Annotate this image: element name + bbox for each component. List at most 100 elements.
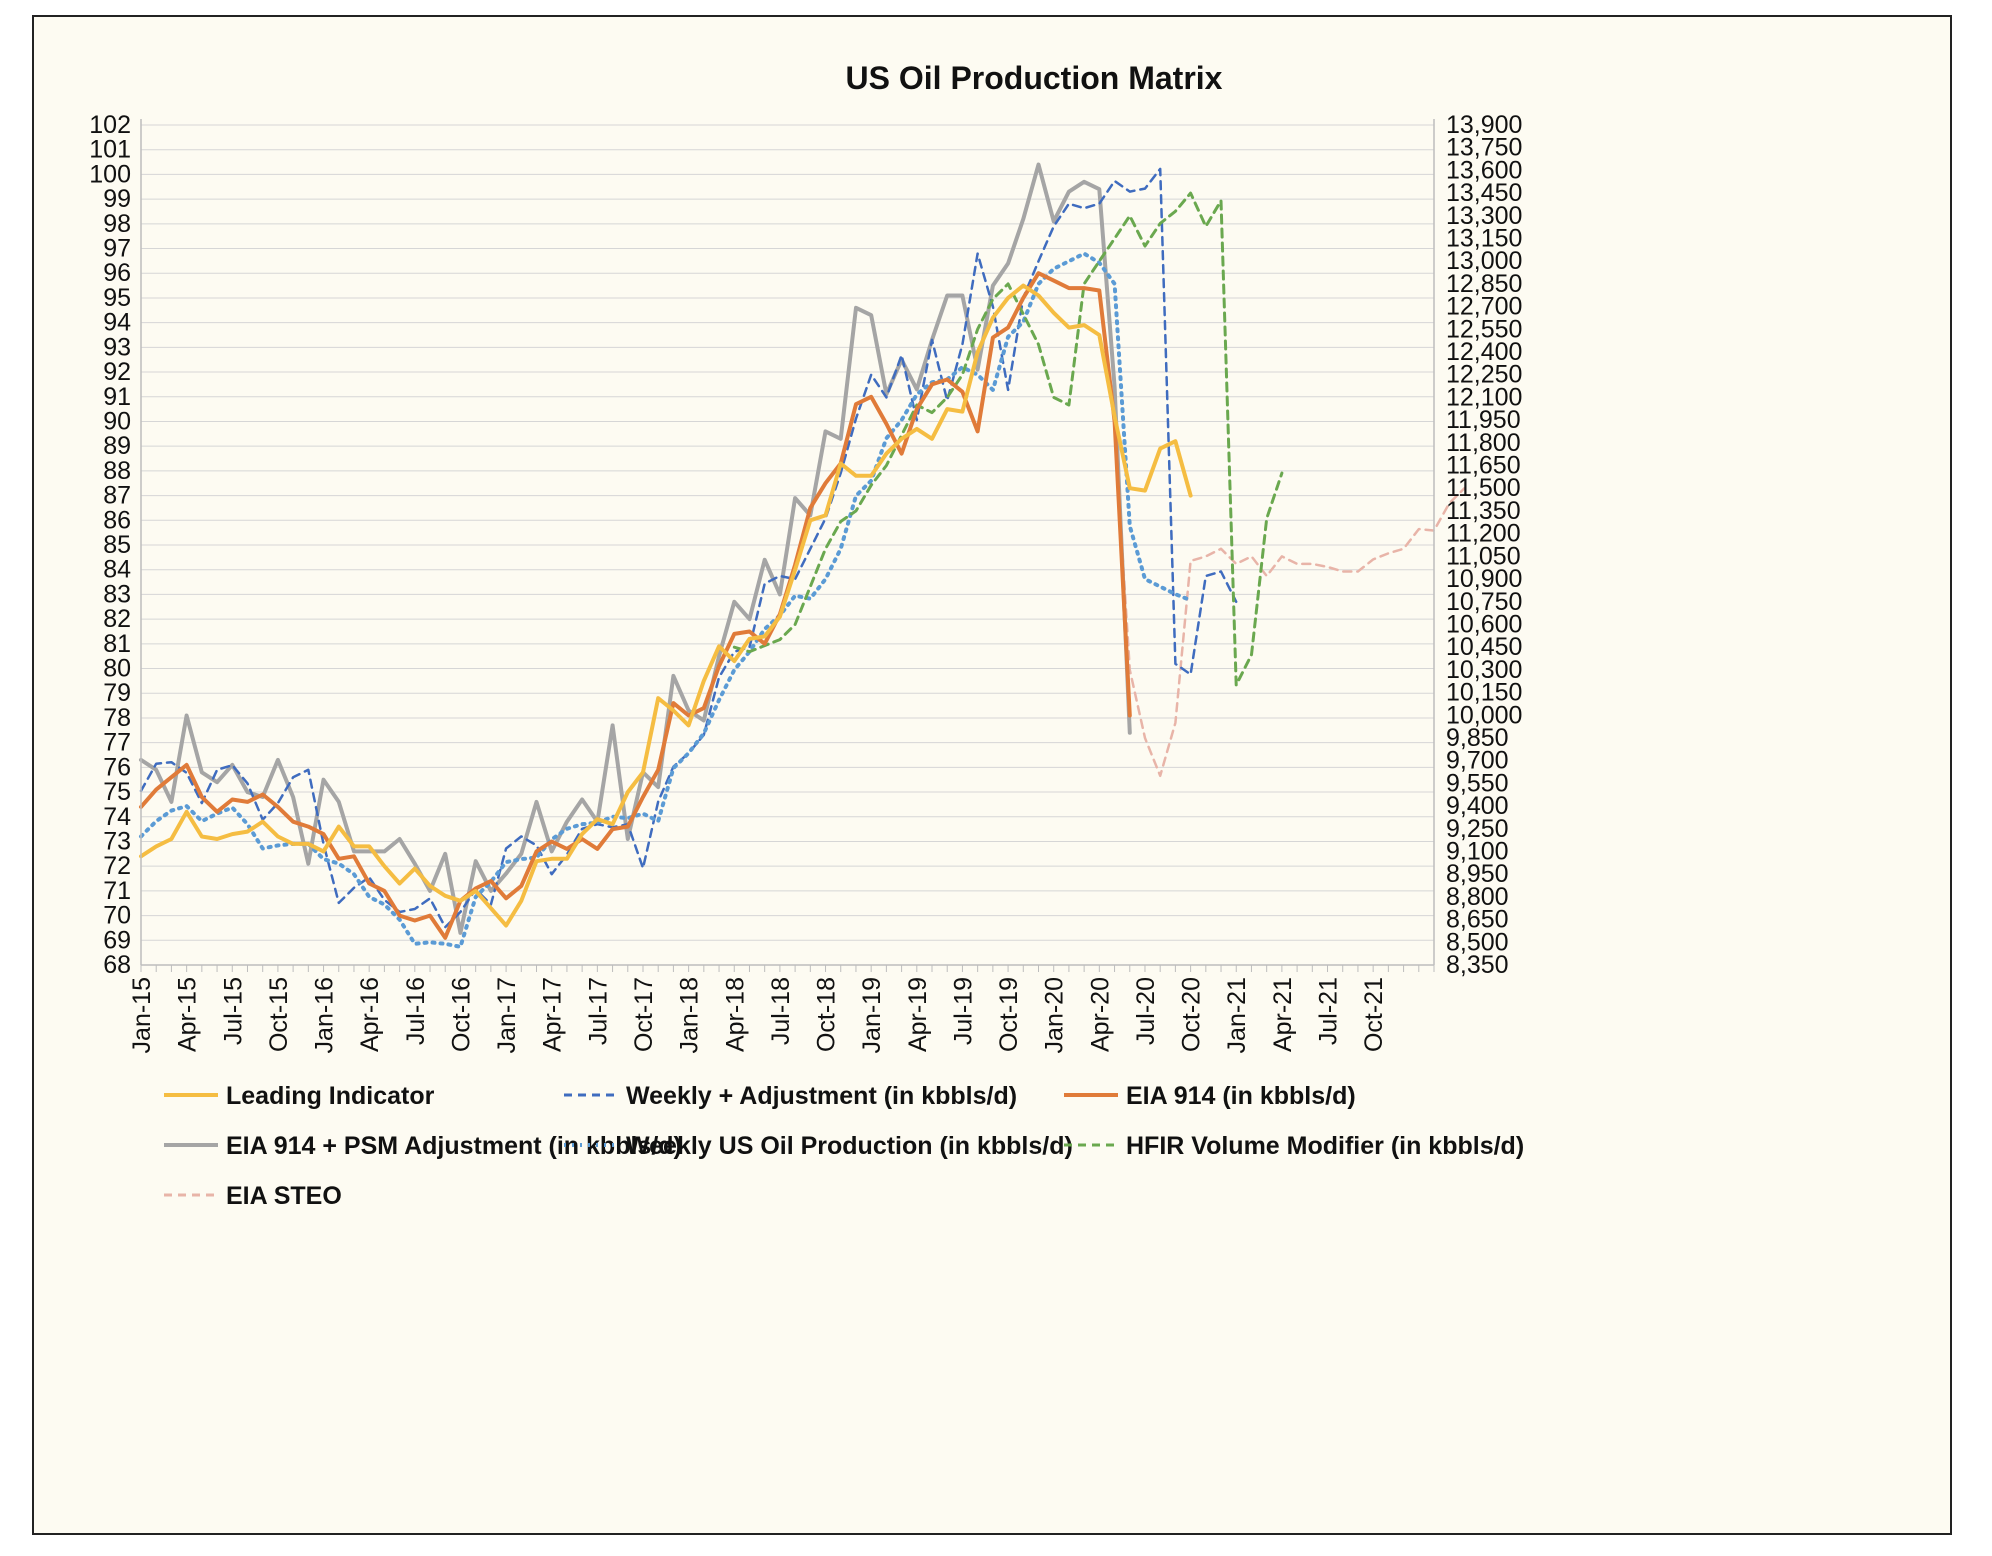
x-tick-label: Jul-15	[219, 977, 247, 1045]
left-tick-label: 86	[103, 506, 131, 534]
left-tick-label: 97	[103, 235, 131, 263]
right-tick-label: 12,550	[1446, 315, 1522, 343]
right-tick-label: 10,450	[1446, 633, 1522, 661]
x-tick-label: Oct-20	[1178, 977, 1206, 1052]
right-tick-label: 9,850	[1446, 724, 1509, 752]
left-tick-label: 99	[103, 185, 131, 213]
chart-title: US Oil Production Matrix	[846, 60, 1223, 96]
right-tick-label: 10,750	[1446, 588, 1522, 616]
left-tick-label: 75	[103, 778, 131, 806]
x-tick-label: Apr-21	[1269, 977, 1297, 1052]
left-tick-label: 74	[103, 803, 131, 831]
series-line-5	[732, 191, 1284, 687]
x-tick-label: Jul-21	[1315, 977, 1343, 1045]
x-tick-label: Jul-17	[584, 977, 612, 1045]
right-y-axis: 8,3508,5008,6508,8008,9509,1009,2509,400…	[1446, 111, 1522, 979]
x-tick-label: Apr-15	[174, 977, 202, 1052]
legend-label: Leading Indicator	[226, 1082, 435, 1110]
right-tick-label: 11,200	[1446, 520, 1521, 548]
left-tick-label: 77	[103, 729, 131, 757]
x-tick-label: Jan-21	[1223, 977, 1251, 1053]
series-line-3	[139, 162, 1132, 935]
x-tick-label: Oct-15	[265, 977, 293, 1052]
series-line-0	[139, 283, 1193, 928]
x-tick-label: Jan-18	[676, 977, 704, 1053]
left-tick-label: 84	[103, 556, 131, 584]
right-tick-label: 12,700	[1446, 293, 1522, 321]
left-tick-label: 71	[103, 877, 131, 905]
right-tick-label: 13,450	[1446, 179, 1522, 207]
left-tick-label: 87	[103, 482, 131, 510]
x-tick-label: Jul-20	[1132, 977, 1160, 1045]
left-tick-label: 80	[103, 655, 131, 683]
left-tick-label: 89	[103, 432, 131, 460]
x-tick-label: Jul-19	[949, 977, 977, 1045]
left-tick-label: 69	[103, 926, 131, 954]
x-tick-label: Oct-16	[447, 977, 475, 1052]
left-tick-label: 76	[103, 753, 131, 781]
x-axis: Jan-15 Apr-15 Jul-15 Oct-15 Jan-16 Apr-16 Jul-…	[128, 977, 1388, 1053]
right-tick-label: 13,300	[1446, 202, 1522, 230]
chart-frame: US Oil Production Matrix 68 69 70 71 72 73 74 7…	[32, 15, 1952, 1535]
legend-label: EIA STEO	[226, 1182, 342, 1210]
x-tick-label: Jan-20	[1041, 977, 1069, 1053]
left-tick-label: 88	[103, 457, 131, 485]
right-tick-label: 10,900	[1446, 565, 1522, 593]
legend-label: EIA 914 (in kbbls/d)	[1126, 1082, 1356, 1110]
right-tick-label: 11,050	[1446, 542, 1521, 570]
right-tick-label: 9,700	[1446, 747, 1509, 775]
series-line-6	[1113, 426, 1466, 778]
x-tick-label: Jul-16	[402, 977, 430, 1045]
left-tick-label: 68	[103, 951, 131, 979]
x-tick-label: Oct-19	[995, 977, 1023, 1052]
right-tick-label: 12,850	[1446, 270, 1522, 298]
right-tick-label: 12,100	[1446, 383, 1522, 411]
x-tick-label: Apr-20	[1086, 977, 1114, 1052]
right-tick-label: 13,150	[1446, 225, 1522, 253]
axes	[140, 119, 1435, 972]
right-tick-label: 11,800	[1446, 429, 1521, 457]
left-tick-label: 78	[103, 704, 131, 732]
chart-svg: US Oil Production Matrix 686970717273747…	[89, 60, 1524, 1210]
left-tick-label: 79	[103, 679, 131, 707]
x-tick-label: Oct-17	[630, 977, 658, 1052]
x-tick-label: Jan-19	[858, 977, 886, 1053]
left-tick-label: 93	[103, 333, 131, 361]
left-tick-label: 94	[103, 309, 131, 337]
right-tick-label: 13,750	[1446, 134, 1522, 162]
legend: Leading Indicator Weekly + Adjustment (in…	[164, 1082, 1524, 1210]
x-tick-label: Apr-19	[904, 977, 932, 1052]
x-tick-label: Jan-15	[128, 977, 156, 1053]
left-tick-label: 101	[89, 136, 131, 164]
right-tick-label: 8,800	[1446, 883, 1509, 911]
left-tick-label: 96	[103, 259, 131, 287]
x-tick-label: Oct-18	[813, 977, 841, 1052]
left-tick-label: 91	[103, 383, 131, 411]
x-tick-label: Oct-21	[1360, 977, 1388, 1052]
left-tick-label: 70	[103, 902, 131, 930]
right-tick-label: 10,300	[1446, 656, 1522, 684]
left-tick-label: 102	[89, 111, 131, 139]
right-tick-label: 13,900	[1446, 111, 1522, 139]
right-tick-label: 8,950	[1446, 860, 1509, 888]
right-tick-label: 13,600	[1446, 156, 1522, 184]
right-tick-label: 8,500	[1446, 928, 1509, 956]
right-tick-label: 9,100	[1446, 837, 1509, 865]
right-tick-label: 10,000	[1446, 701, 1522, 729]
right-tick-label: 10,600	[1446, 610, 1522, 638]
x-tick-label: Jul-18	[767, 977, 795, 1045]
x-tick-label: Apr-16	[356, 977, 384, 1052]
right-tick-label: 12,400	[1446, 338, 1522, 366]
x-tick-label: Apr-17	[539, 977, 567, 1052]
right-tick-label: 11,500	[1446, 474, 1521, 502]
left-tick-label: 92	[103, 358, 131, 386]
right-tick-label: 9,550	[1446, 769, 1509, 797]
series-line-2	[139, 271, 1132, 940]
left-tick-label: 90	[103, 407, 131, 435]
left-tick-label: 82	[103, 605, 131, 633]
x-tick-label: Jan-16	[311, 977, 339, 1053]
right-tick-label: 11,650	[1446, 452, 1521, 480]
x-tick-label: Apr-18	[721, 977, 749, 1052]
left-tick-label: 73	[103, 827, 131, 855]
series-line-1	[139, 167, 1238, 929]
